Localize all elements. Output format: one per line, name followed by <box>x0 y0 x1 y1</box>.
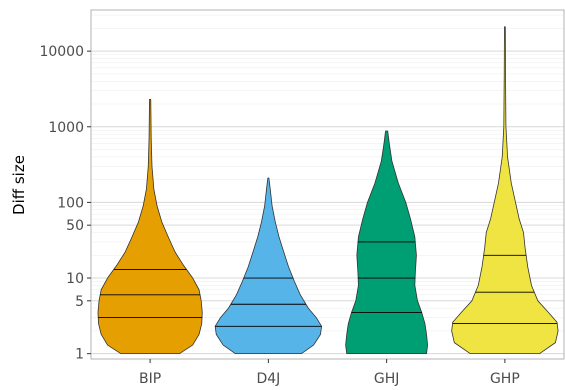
violin-ghp <box>451 26 559 355</box>
violins <box>97 26 559 355</box>
violin-bip <box>97 99 203 355</box>
x-tick-label: D4J <box>256 371 280 387</box>
y-tick-label: 10 <box>66 271 84 287</box>
x-axis-ticks: BIP D4J GHJ GHP <box>139 359 520 387</box>
y-tick-label: 5 <box>75 294 84 310</box>
plot-border <box>90 9 565 360</box>
x-tick-label: BIP <box>139 371 161 387</box>
y-tick-label: 100 <box>57 195 84 211</box>
y-tick-label: 50 <box>66 218 84 234</box>
y-axis-ticks: 1 5 10 50 100 1000 10000 <box>39 44 91 363</box>
y-tick-label: 10000 <box>39 44 84 60</box>
x-tick-label: GHJ <box>374 371 400 387</box>
violin-d4j <box>214 177 322 355</box>
y-axis-title: Diff size <box>10 155 28 215</box>
x-tick-label: GHP <box>490 371 520 387</box>
y-tick-label: 1000 <box>48 120 84 136</box>
y-tick-label: 1 <box>75 347 84 363</box>
